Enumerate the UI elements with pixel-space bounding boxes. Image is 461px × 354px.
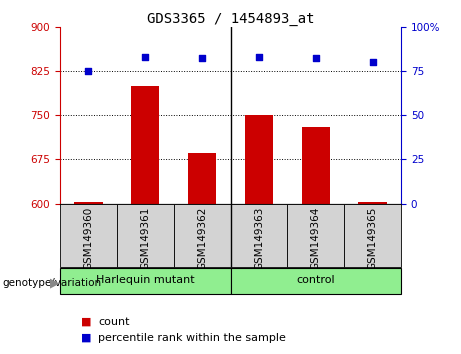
Bar	[174, 204, 230, 267]
Point	[85, 68, 92, 74]
Text: GSM149365: GSM149365	[367, 207, 378, 270]
Point	[369, 59, 376, 65]
Bar	[230, 268, 401, 294]
Text: ▶: ▶	[50, 277, 59, 290]
Bar	[287, 204, 344, 267]
Point	[198, 56, 206, 61]
Text: GDS3365 / 1454893_at: GDS3365 / 1454893_at	[147, 12, 314, 27]
Bar	[230, 204, 287, 267]
Bar	[117, 204, 174, 267]
Bar	[74, 202, 102, 204]
Text: ■: ■	[81, 333, 91, 343]
Point	[142, 54, 149, 59]
Text: GSM149363: GSM149363	[254, 207, 264, 270]
Text: GSM149360: GSM149360	[83, 207, 94, 270]
Point	[312, 56, 319, 61]
Text: Harlequin mutant: Harlequin mutant	[96, 275, 195, 285]
Bar	[60, 204, 117, 267]
Point	[255, 54, 263, 59]
Bar	[358, 202, 387, 204]
Text: ■: ■	[81, 317, 91, 327]
Text: control: control	[296, 275, 335, 285]
Text: percentile rank within the sample: percentile rank within the sample	[98, 333, 286, 343]
Bar	[60, 268, 230, 294]
Text: count: count	[98, 317, 130, 327]
Bar	[344, 204, 401, 267]
Text: GSM149364: GSM149364	[311, 207, 321, 270]
Bar	[245, 115, 273, 204]
Text: GSM149362: GSM149362	[197, 207, 207, 270]
Bar	[301, 127, 330, 204]
Bar	[188, 153, 216, 204]
Text: GSM149361: GSM149361	[140, 207, 150, 270]
Bar	[131, 86, 160, 204]
Text: genotype/variation: genotype/variation	[2, 278, 101, 288]
